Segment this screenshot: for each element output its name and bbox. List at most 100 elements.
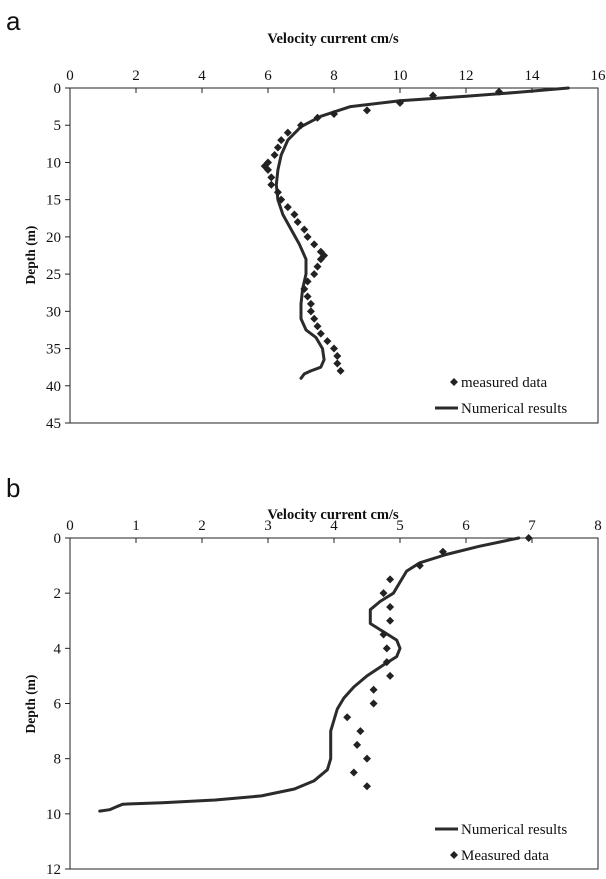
a-data-point — [310, 240, 319, 249]
a-data-point — [267, 173, 276, 182]
legend-b-measured-label: Measured data — [461, 848, 549, 864]
a-data-point — [303, 232, 312, 241]
a-data-point — [283, 128, 292, 137]
b-data-point — [369, 685, 378, 694]
chart-a-ylabel: Depth (m) — [23, 226, 38, 285]
a-x-tick-label: 10 — [393, 68, 408, 84]
a-data-point — [316, 255, 325, 264]
b-data-point — [386, 575, 395, 584]
a-x-tick-label: 8 — [330, 68, 338, 84]
b-data-point — [379, 630, 388, 639]
a-data-point — [323, 337, 332, 346]
b-x-tick-label: 3 — [264, 518, 272, 534]
a-data-point — [330, 110, 338, 119]
legend-b-numerical-label: Numerical results — [461, 822, 567, 838]
a-data-point — [313, 322, 322, 331]
b-y-tick-label: 10 — [46, 807, 61, 823]
a-data-point — [313, 113, 322, 122]
a-data-point — [495, 87, 503, 96]
b-data-point — [356, 727, 365, 736]
chart-b-y-axis: 0 2 4 6 8 10 12 — [46, 531, 70, 878]
b-data-point — [386, 671, 395, 680]
a-data-point — [303, 277, 312, 286]
a-y-tick-label: 30 — [46, 304, 61, 320]
legend-a-diamond-marker — [450, 378, 458, 386]
b-x-tick-label: 2 — [198, 518, 206, 534]
b-data-point — [343, 713, 352, 722]
b-y-tick-label: 8 — [54, 752, 62, 768]
a-data-point — [363, 106, 371, 115]
a-data-point — [293, 218, 302, 226]
a-data-point — [270, 151, 279, 159]
b-data-point — [415, 561, 424, 570]
a-x-tick-label: 14 — [525, 68, 541, 84]
b-data-point — [349, 768, 358, 777]
a-data-point — [300, 285, 309, 293]
legend-a-numerical-label: Numerical results — [461, 401, 567, 417]
chart-a-title: Velocity current cm/s — [267, 31, 399, 47]
b-y-tick-label: 2 — [54, 586, 62, 602]
b-y-tick-label: 6 — [54, 697, 62, 713]
a-data-point — [290, 210, 299, 219]
a-data-point — [310, 314, 319, 323]
legend-a-measured-label: measured data — [461, 375, 548, 391]
b-data-point — [379, 589, 388, 598]
a-data-point — [267, 180, 276, 189]
a-y-tick-label: 15 — [46, 193, 61, 209]
a-data-point — [333, 359, 342, 368]
a-x-tick-label: 2 — [132, 68, 140, 84]
chart-b-ylabel: Depth (m) — [23, 675, 38, 734]
legend-b-diamond-marker — [450, 851, 458, 859]
b-x-tick-label: 7 — [528, 518, 536, 534]
a-data-point — [333, 352, 342, 360]
b-data-point — [524, 534, 533, 542]
a-data-point — [277, 136, 286, 145]
a-data-point — [277, 195, 286, 204]
chart-a: a Velocity current cm/s Depth (m) 0 2 4 6 8 1… — [6, 6, 606, 432]
chart-b-title: Velocity current cm/s — [267, 507, 399, 523]
a-data-point — [396, 98, 404, 107]
a-data-point — [306, 299, 315, 308]
a-y-tick-label: 0 — [54, 81, 62, 97]
b-x-tick-label: 5 — [396, 518, 404, 534]
chart-b-series — [98, 534, 533, 813]
a-data-point — [429, 91, 437, 100]
a-x-tick-label: 0 — [66, 68, 74, 84]
a-data-point — [330, 344, 338, 353]
b-data-point — [363, 754, 371, 763]
a-y-tick-label: 25 — [46, 267, 61, 283]
b-y-tick-label: 0 — [54, 531, 62, 547]
b-x-tick-label: 8 — [594, 518, 602, 534]
b-y-tick-label: 12 — [46, 862, 61, 878]
a-x-tick-label: 12 — [459, 68, 474, 84]
a-x-tick-label: 4 — [198, 68, 206, 84]
a-y-tick-label: 20 — [46, 230, 61, 246]
a-data-point — [313, 262, 322, 271]
chart-b-plot-frame — [69, 537, 599, 870]
b-x-tick-label: 6 — [462, 518, 470, 534]
a-data-point — [306, 307, 315, 316]
a-data-point — [273, 188, 282, 197]
a-y-tick-label: 35 — [46, 342, 61, 358]
b-data-point — [382, 644, 391, 653]
a-data-point — [283, 203, 292, 212]
a-data-point — [303, 292, 312, 301]
chart-a-x-axis: 0 2 4 6 8 10 12 14 16 — [66, 68, 606, 93]
a-data-point — [273, 143, 282, 152]
a-y-tick-label: 10 — [46, 155, 61, 171]
a-data-point — [336, 366, 345, 375]
b-x-tick-label: 4 — [330, 518, 338, 534]
chart-a-y-axis: 0 5 10 15 20 25 30 35 40 45 — [46, 81, 70, 432]
chart-a-plot-frame — [69, 87, 599, 424]
b-x-tick-label: 1 — [132, 518, 140, 534]
chart-a-series — [260, 86, 570, 380]
b-data-point — [382, 658, 391, 667]
a-data-point — [264, 165, 272, 174]
b-data-point — [353, 740, 362, 749]
b-data-point — [386, 616, 395, 625]
a-data-point — [297, 121, 305, 130]
b-data-point — [369, 699, 378, 708]
chart-a-legend: measured data Numerical results — [435, 375, 567, 417]
panel-label-a: a — [6, 6, 21, 36]
